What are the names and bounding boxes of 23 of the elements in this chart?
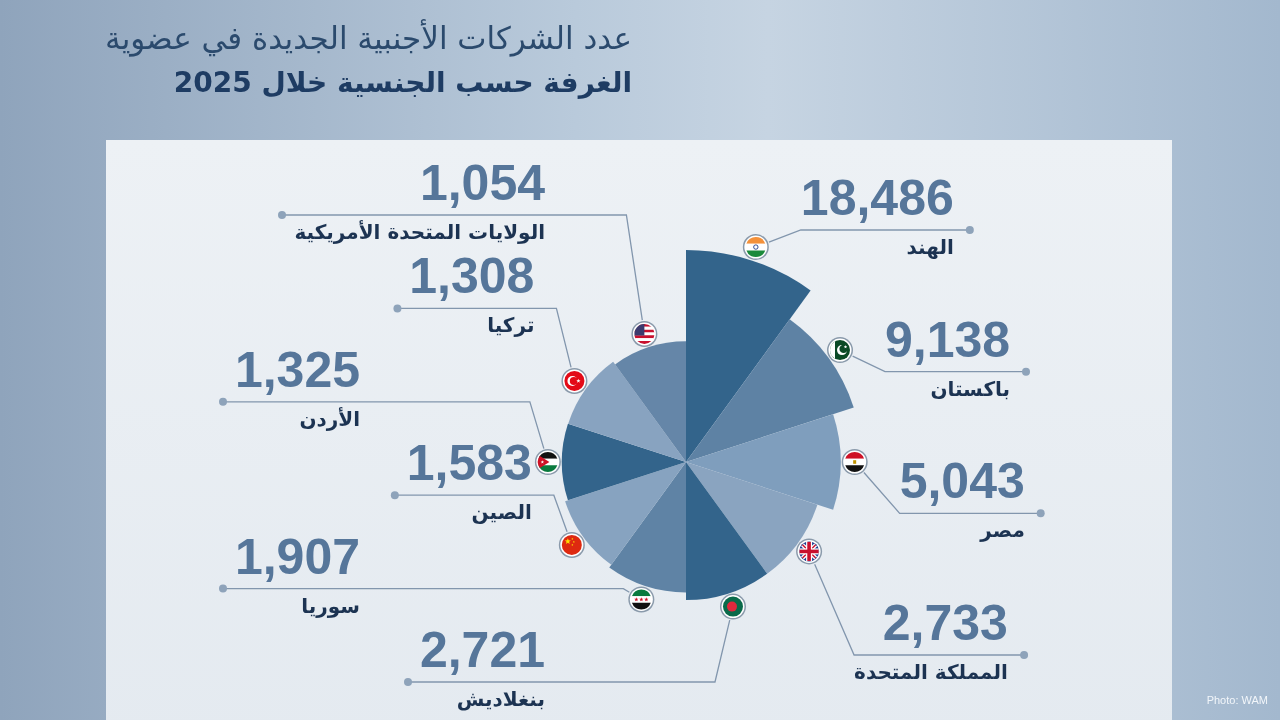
data-label: 1,907 <box>234 528 360 585</box>
text: عدد الشركات الأجنبية الجديدة في عضوية <box>105 20 632 56</box>
category-label: باكستان <box>929 376 1011 401</box>
category-label: الأردن <box>298 406 360 431</box>
category-label: سوريا <box>300 593 360 618</box>
text: الغرفة حسب الجنسية خلال 2025 <box>173 66 632 99</box>
category-label: مصر <box>978 518 1025 543</box>
text: Photo: WAM <box>1206 694 1268 706</box>
data-label: 2,721 <box>419 622 545 678</box>
data-label: 2,733 <box>882 595 1008 651</box>
category-label: المملكة المتحدة <box>854 660 1008 684</box>
category-label: الولايات المتحدة الأمريكية <box>294 220 545 244</box>
data-label: 5,043 <box>899 453 1025 510</box>
data-label: 18,486 <box>800 170 954 226</box>
category-label: تركيا <box>486 313 535 338</box>
data-label: 1,054 <box>419 155 545 211</box>
category-label: بنغلاديش <box>455 687 545 711</box>
data-label: 9,138 <box>885 311 1011 368</box>
category-label: الصين <box>470 500 532 525</box>
data-label: 1,325 <box>234 341 360 398</box>
category-label: الهند <box>905 235 954 259</box>
data-label: 1,583 <box>406 435 532 492</box>
data-label: 1,308 <box>409 248 535 305</box>
